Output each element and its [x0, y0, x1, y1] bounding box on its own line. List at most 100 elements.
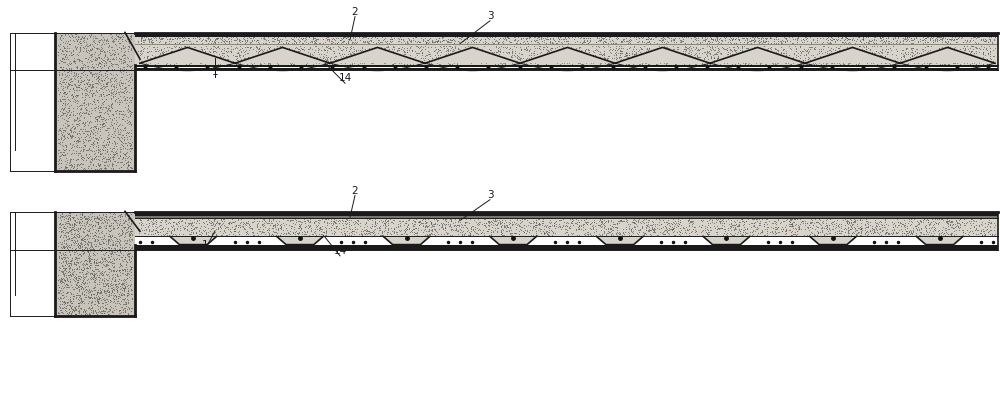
Point — [75, 140, 91, 146]
Point — [362, 215, 378, 222]
Point — [262, 60, 278, 67]
Point — [638, 227, 654, 234]
Point — [105, 160, 121, 167]
Point — [72, 57, 88, 63]
Point — [783, 232, 799, 239]
Point — [839, 217, 855, 223]
Point — [680, 33, 696, 40]
Point — [984, 232, 1000, 239]
Point — [752, 211, 768, 218]
Point — [284, 36, 300, 42]
Point — [90, 286, 106, 293]
Point — [916, 31, 932, 37]
Point — [285, 214, 301, 220]
Point — [547, 218, 563, 225]
Point — [101, 125, 117, 131]
Point — [163, 230, 179, 237]
Point — [115, 295, 131, 302]
Point — [63, 304, 79, 311]
Point — [116, 223, 132, 230]
Point — [507, 213, 523, 220]
Point — [330, 213, 346, 220]
Point — [102, 50, 118, 56]
Point — [451, 48, 467, 54]
Point — [70, 312, 86, 319]
Point — [700, 227, 716, 233]
Point — [822, 230, 838, 236]
Point — [108, 268, 124, 275]
Point — [397, 229, 413, 236]
Point — [944, 230, 960, 236]
Point — [217, 212, 233, 219]
Point — [100, 236, 116, 243]
Point — [932, 46, 948, 53]
Point — [473, 35, 489, 42]
Point — [98, 92, 114, 98]
Point — [878, 37, 894, 44]
Point — [91, 215, 107, 222]
Point — [104, 288, 120, 295]
Point — [680, 214, 696, 221]
Point — [697, 54, 713, 60]
Point — [59, 243, 75, 250]
Point — [555, 44, 571, 50]
Point — [642, 33, 658, 40]
Point — [530, 212, 546, 219]
Point — [954, 219, 970, 225]
Point — [138, 225, 154, 232]
Point — [847, 218, 863, 224]
Point — [90, 228, 106, 235]
Point — [169, 35, 185, 42]
Point — [924, 58, 940, 64]
Point — [215, 37, 231, 44]
Point — [979, 55, 995, 62]
Point — [86, 258, 102, 264]
Point — [188, 228, 204, 235]
Point — [485, 217, 501, 223]
Point — [123, 141, 139, 148]
Point — [357, 37, 373, 44]
Point — [975, 211, 991, 218]
Point — [344, 59, 360, 65]
Point — [317, 47, 333, 54]
Point — [801, 212, 817, 219]
Point — [508, 212, 524, 218]
Point — [99, 125, 115, 132]
Point — [98, 216, 114, 223]
Point — [120, 154, 136, 160]
Point — [855, 43, 871, 50]
Point — [685, 33, 701, 40]
Point — [764, 228, 780, 234]
Point — [246, 53, 262, 60]
Point — [78, 216, 94, 223]
Point — [382, 212, 398, 218]
Point — [975, 49, 991, 56]
Point — [363, 50, 379, 56]
Point — [123, 226, 139, 233]
Point — [193, 213, 209, 220]
Point — [56, 51, 72, 58]
Point — [835, 45, 851, 52]
Point — [465, 226, 481, 233]
Point — [809, 32, 825, 39]
Point — [264, 219, 280, 226]
Point — [954, 59, 970, 65]
Point — [249, 218, 265, 224]
Point — [690, 211, 706, 218]
Point — [94, 310, 110, 317]
Point — [82, 263, 98, 270]
Point — [887, 35, 903, 41]
Point — [240, 30, 256, 37]
Point — [476, 212, 492, 219]
Point — [661, 220, 677, 227]
Point — [283, 57, 299, 64]
Point — [913, 218, 929, 224]
Point — [497, 44, 513, 51]
Point — [100, 132, 116, 139]
Point — [751, 35, 767, 41]
Point — [163, 45, 179, 51]
Point — [609, 219, 625, 226]
Point — [96, 49, 112, 56]
Point — [82, 256, 98, 263]
Point — [410, 31, 426, 38]
